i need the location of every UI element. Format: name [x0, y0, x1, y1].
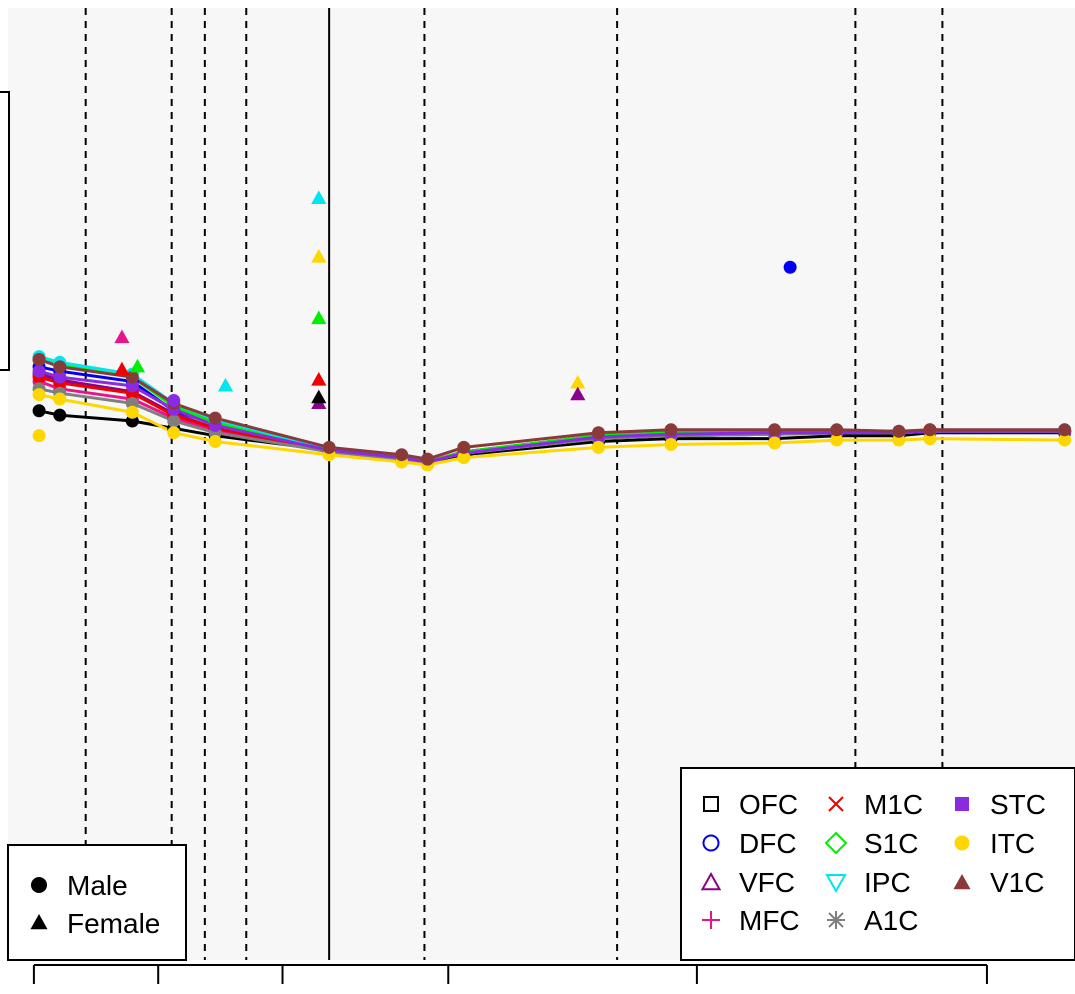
outlier-ipc	[311, 190, 327, 204]
legend-region-label: A1C	[864, 905, 918, 936]
legend-icon	[703, 796, 719, 812]
legend-region-label: S1C	[864, 828, 918, 859]
outlier-m1c	[114, 361, 130, 376]
legend-icon	[827, 911, 845, 929]
outlier-m1c	[311, 372, 327, 386]
legend-icon	[828, 796, 844, 812]
legend-sex-label: Female	[67, 908, 160, 939]
outlier-v1c	[32, 353, 46, 367]
point-stc	[32, 364, 46, 378]
point-v1c	[830, 423, 844, 437]
point-v1c	[208, 411, 222, 425]
point-v1c	[53, 360, 67, 374]
sex-legend: Male Female	[7, 844, 187, 961]
legend-region-label: STC	[990, 789, 1046, 820]
legend-region-label: M1C	[864, 789, 923, 820]
outlier-s1c	[311, 310, 327, 325]
point-v1c	[322, 440, 336, 454]
point-v1c	[457, 440, 471, 454]
outlier-itc	[570, 374, 586, 389]
point-v1c	[125, 370, 139, 384]
outlier-itc	[32, 429, 46, 443]
point-itc	[32, 388, 46, 402]
series-lines	[38, 355, 1065, 467]
partial-box-left	[0, 91, 10, 371]
point-itc	[664, 437, 678, 451]
point-ofc	[53, 408, 67, 422]
outlier-mfc	[114, 329, 130, 344]
legend-male-icon	[31, 877, 47, 893]
point-v1c	[768, 423, 782, 437]
point-v1c	[395, 448, 409, 462]
legend-sex-label: Male	[67, 870, 128, 901]
point-v1c	[923, 423, 937, 437]
region-legend-box	[680, 767, 1075, 961]
legend-icon	[955, 797, 969, 811]
outlier-dfc	[783, 260, 797, 274]
series-points	[32, 350, 1072, 472]
point-ofc	[32, 404, 46, 418]
point-a1c	[167, 414, 181, 428]
point-itc	[53, 392, 67, 406]
legend-region-label: MFC	[739, 905, 800, 936]
legend-icon	[953, 874, 971, 890]
legend-region-label: IPC	[864, 867, 911, 898]
legend-icon	[702, 911, 720, 929]
point-v1c	[892, 424, 906, 438]
point-v1c	[421, 452, 435, 466]
legend-icon	[954, 835, 970, 851]
outlier-s1c	[129, 358, 146, 373]
series-line-stc	[38, 369, 1065, 464]
point-v1c	[591, 426, 605, 440]
reference-lines	[84, 8, 944, 960]
legend-icon	[824, 831, 848, 855]
legend-region-label: OFC	[739, 789, 798, 820]
point-itc	[591, 440, 605, 454]
point-v1c	[1058, 423, 1072, 437]
outlier-itc	[311, 248, 327, 263]
extra-points	[32, 190, 797, 443]
point-v1c	[664, 423, 678, 437]
point-itc	[768, 436, 782, 450]
series-line-itc	[38, 393, 1065, 467]
point-itc	[1058, 433, 1072, 447]
outlier-stc	[167, 394, 181, 408]
outlier-ofc	[311, 389, 327, 404]
sex-legend-box	[7, 844, 187, 961]
legend-icon	[700, 871, 722, 891]
legend-region-label: VFC	[739, 867, 795, 898]
point-itc	[208, 435, 222, 449]
outlier-vfc	[570, 386, 586, 401]
outlier-ipc	[217, 377, 234, 392]
legend-region-label: ITC	[990, 828, 1035, 859]
region-legend: OFC DFC VFC MFC M1C S1C IPC A1C STC ITC V1C	[680, 767, 1075, 961]
point-itc	[167, 426, 181, 440]
point-itc	[830, 433, 844, 447]
legend-icon	[702, 834, 720, 852]
x-axis	[32, 964, 988, 984]
series-line-v1c	[38, 358, 1065, 461]
point-itc	[457, 451, 471, 465]
point-itc	[125, 405, 139, 419]
legend-region-label: V1C	[990, 867, 1044, 898]
legend-icon	[825, 874, 847, 894]
legend-female-icon	[30, 914, 48, 930]
point-stc	[53, 370, 67, 384]
legend-region-label: DFC	[739, 828, 797, 859]
